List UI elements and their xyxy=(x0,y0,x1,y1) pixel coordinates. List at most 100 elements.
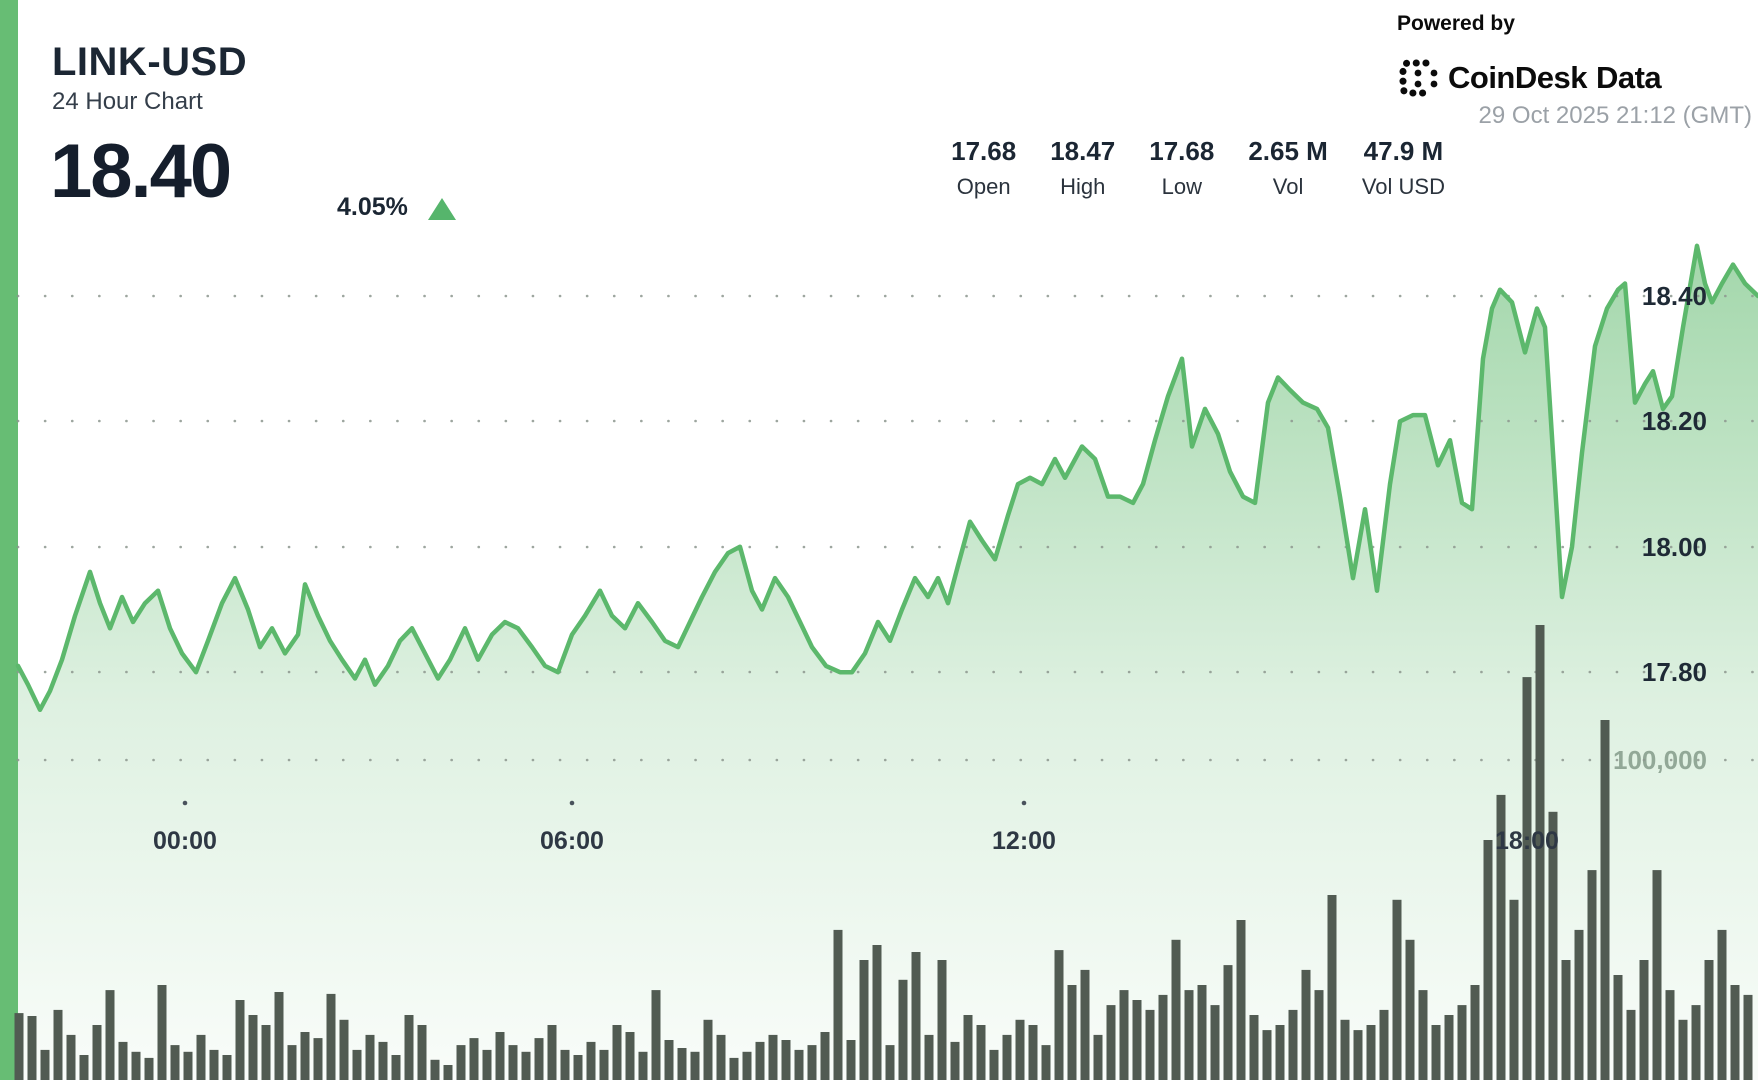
volume-bar xyxy=(417,1025,427,1080)
volume-bar xyxy=(976,1025,986,1080)
volume-bar xyxy=(521,1051,531,1080)
volume-bar xyxy=(1470,985,1480,1080)
chart-subtitle: 24 Hour Chart xyxy=(52,88,203,115)
volume-bar xyxy=(1665,990,1675,1080)
volume-bar xyxy=(729,1057,739,1080)
volume-bar xyxy=(1327,895,1337,1080)
time-axis-label: 06:00 xyxy=(540,827,604,855)
volume-bar xyxy=(92,1025,102,1080)
stat-vol-value: 2.65 M xyxy=(1248,136,1328,166)
volume-bar xyxy=(1522,677,1532,1080)
volume-bar xyxy=(209,1049,219,1080)
volume-bar xyxy=(1158,994,1168,1080)
volume-bar xyxy=(1262,1030,1272,1080)
volume-bar xyxy=(1275,1025,1285,1080)
volume-bar xyxy=(274,992,284,1080)
volume-bar xyxy=(157,985,167,1080)
volume-bar xyxy=(1106,1005,1116,1080)
stat-vol-usd-label: Vol USD xyxy=(1361,174,1445,199)
stat-vol-usd-value: 47.9 M xyxy=(1363,136,1444,166)
volume-bar xyxy=(261,1025,271,1080)
volume-bar xyxy=(534,1038,544,1080)
volume-bar xyxy=(1691,1005,1701,1080)
volume-bar xyxy=(1639,960,1649,1080)
x-tick-dot xyxy=(1021,800,1027,806)
volume-bar xyxy=(638,1051,648,1080)
volume-bar xyxy=(1600,720,1610,1080)
price-area-fill xyxy=(18,245,1758,1080)
volume-bar xyxy=(846,1040,856,1080)
time-axis-label: 12:00 xyxy=(992,827,1056,855)
volume-bar xyxy=(703,1019,713,1080)
volume-bar xyxy=(443,1065,453,1080)
x-tick-dot xyxy=(182,800,188,806)
volume-bar xyxy=(300,1032,310,1080)
volume-bar xyxy=(794,1049,804,1080)
volume-bar xyxy=(1444,1015,1454,1080)
x-tick-dot xyxy=(569,800,575,806)
volume-bar xyxy=(768,1034,778,1080)
volume-bar xyxy=(430,1059,440,1080)
volume-bar xyxy=(1249,1015,1259,1080)
volume-bar xyxy=(716,1034,726,1080)
volume-bar xyxy=(66,1034,76,1080)
stat-low-value: 17.68 xyxy=(1149,136,1215,166)
volume-bar xyxy=(1678,1019,1688,1080)
volume-bar xyxy=(963,1015,973,1080)
volume-bar xyxy=(1184,990,1194,1080)
volume-bar xyxy=(937,960,947,1080)
volume-bar xyxy=(1509,899,1519,1080)
volume-bar xyxy=(1535,625,1545,1080)
volume-bar xyxy=(612,1025,622,1080)
volume-bar xyxy=(1730,985,1740,1080)
powered-by-label: Powered by xyxy=(1397,12,1515,35)
price-line xyxy=(15,243,1758,713)
volume-bar xyxy=(1093,1034,1103,1080)
volume-bar xyxy=(1379,1009,1389,1080)
volume-bar xyxy=(352,1049,362,1080)
volume-bar xyxy=(1496,794,1506,1080)
volume-bar xyxy=(859,960,869,1080)
volume-bar xyxy=(456,1045,466,1080)
volume-bar xyxy=(885,1045,895,1080)
volume-bar xyxy=(27,1016,37,1080)
volume-bar xyxy=(1561,960,1571,1080)
volume-bar xyxy=(1015,1019,1025,1080)
volume-bar xyxy=(664,1040,674,1080)
volume-bar xyxy=(40,1049,50,1080)
volume-bar xyxy=(1236,920,1246,1080)
volume-bar xyxy=(1353,1030,1363,1080)
volume-bar xyxy=(1392,899,1402,1080)
current-price: 18.40 xyxy=(50,129,232,214)
volume-bar xyxy=(1301,969,1311,1080)
price-axis-label: 17.80 xyxy=(1641,657,1707,687)
volume-bar xyxy=(1119,990,1129,1080)
volume-bar xyxy=(183,1051,193,1080)
volume-bar xyxy=(508,1045,518,1080)
volume-bar xyxy=(833,929,843,1080)
volume-bar xyxy=(1340,1019,1350,1080)
volume-bar xyxy=(1405,939,1415,1080)
volume-bar xyxy=(1704,960,1714,1080)
volume-bar xyxy=(755,1041,765,1080)
stat-open-value: 17.68 xyxy=(951,136,1017,166)
volume-bar xyxy=(1587,870,1597,1080)
price-axis-label: 18.40 xyxy=(1641,281,1707,311)
price-axis-label: 18.00 xyxy=(1641,532,1707,562)
coindesk-logo: CoinDesk Data xyxy=(1396,56,1662,100)
volume-bar xyxy=(1002,1034,1012,1080)
stat-high: 18.47 High xyxy=(1050,136,1115,200)
coindesk-logo-text: CoinDesk Data xyxy=(1448,60,1662,96)
volume-bar xyxy=(625,1032,635,1080)
volume-bar xyxy=(313,1038,323,1080)
volume-bar xyxy=(586,1041,596,1080)
coindesk-logo-icon xyxy=(1399,59,1438,97)
volume-bar xyxy=(248,1015,258,1080)
volume-bar xyxy=(144,1057,154,1080)
stat-vol-usd: 47.9 M Vol USD xyxy=(1362,136,1445,200)
volume-bar xyxy=(1223,965,1233,1080)
volume-bar xyxy=(170,1045,180,1080)
volume-bar xyxy=(1067,985,1077,1080)
